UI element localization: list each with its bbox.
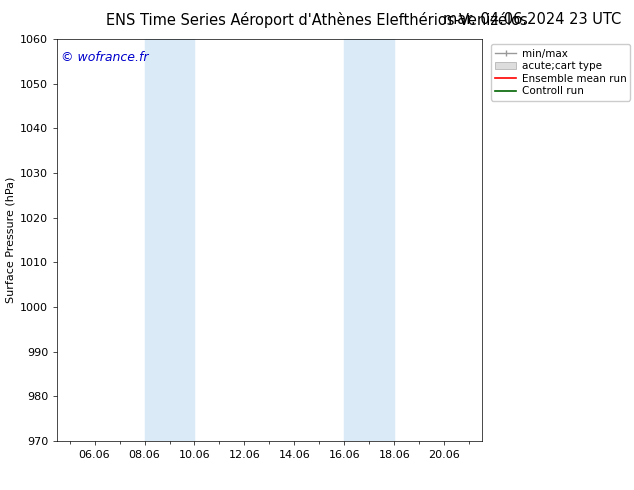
- Bar: [169, 39, 195, 441]
- Y-axis label: Surface Pressure (hPa): Surface Pressure (hPa): [6, 177, 16, 303]
- Bar: [145, 39, 169, 441]
- Text: mar. 04.06.2024 23 UTC: mar. 04.06.2024 23 UTC: [443, 12, 621, 27]
- Bar: [344, 39, 370, 441]
- Text: © wofrance.fr: © wofrance.fr: [61, 51, 149, 64]
- Legend: min/max, acute;cart type, Ensemble mean run, Controll run: min/max, acute;cart type, Ensemble mean …: [491, 45, 630, 100]
- Text: ENS Time Series Aéroport d'Athènes Elefthérios-Venizélos: ENS Time Series Aéroport d'Athènes Eleft…: [106, 12, 528, 28]
- Bar: [370, 39, 394, 441]
